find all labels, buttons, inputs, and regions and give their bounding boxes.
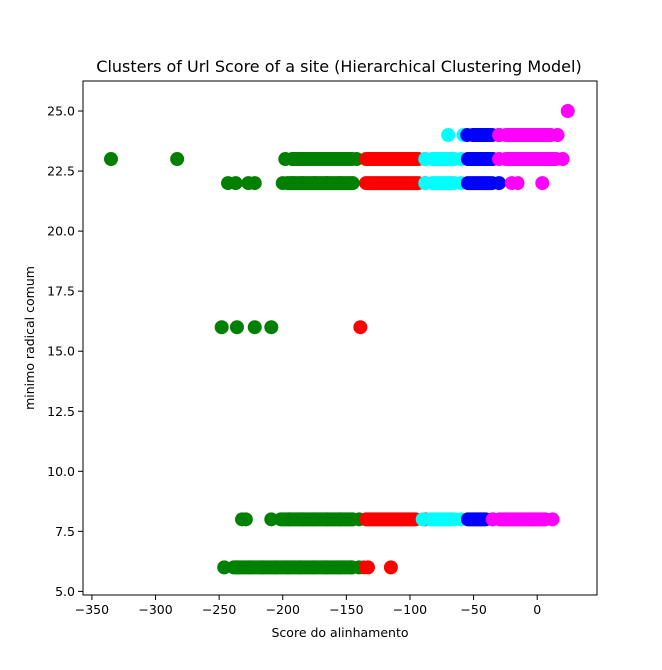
x-tick-label: −300: [138, 602, 172, 617]
data-point-magenta: [492, 152, 507, 167]
data-marks: [103, 104, 575, 575]
data-point-blue: [460, 128, 475, 143]
data-point-green: [294, 176, 309, 191]
data-point-green: [217, 560, 232, 575]
data-point-green: [264, 320, 279, 335]
data-point-magenta: [523, 128, 538, 143]
point-band-cyan: [425, 176, 461, 191]
data-point-green: [306, 560, 321, 575]
data-point-green: [307, 176, 322, 191]
data-point-cyan: [418, 152, 433, 167]
data-point-green: [229, 560, 244, 575]
y-tick-label: 25.0: [47, 104, 75, 119]
x-tick-label: −150: [329, 602, 363, 617]
data-point-green: [247, 176, 262, 191]
chart-title: Clusters of Url Score of a site (Hierarc…: [96, 57, 581, 76]
data-point-green: [214, 320, 229, 335]
data-point-magenta: [504, 176, 519, 191]
data-point-green: [294, 512, 309, 527]
data-point-green: [313, 152, 328, 167]
data-point-magenta: [535, 176, 550, 191]
data-point-green: [278, 152, 293, 167]
y-tick-label: 22.5: [47, 164, 75, 179]
data-point-red: [353, 320, 368, 335]
data-point-green: [229, 320, 244, 335]
y-tick-label: 15.0: [47, 344, 75, 359]
data-point-green: [103, 152, 118, 167]
x-tick-label: 0: [533, 602, 541, 617]
data-point-magenta: [560, 104, 575, 119]
plot-frame: [82, 80, 598, 596]
data-point-green: [242, 560, 257, 575]
data-point-green: [228, 176, 243, 191]
series-green: [103, 152, 367, 575]
y-tick-label: 20.0: [47, 224, 75, 239]
data-point-green: [320, 176, 335, 191]
point-band-cyan: [422, 512, 461, 527]
series-magenta: [485, 104, 575, 527]
point-band-blue: [460, 512, 493, 527]
data-point-green: [298, 152, 313, 167]
data-point-green: [282, 512, 297, 527]
y-axis-title: minimo radical comum: [22, 266, 37, 410]
x-tick-label: −200: [266, 602, 300, 617]
y-tick-label: 12.5: [47, 404, 75, 419]
y-tick-label: 17.5: [47, 284, 75, 299]
data-point-magenta: [530, 152, 545, 167]
y-tick-label: 7.5: [55, 524, 75, 539]
data-point-cyan: [415, 512, 430, 527]
series-blue: [460, 128, 507, 527]
point-band-magenta: [492, 512, 553, 527]
data-point-magenta: [545, 512, 560, 527]
data-point-magenta: [555, 152, 570, 167]
x-tick-label: −100: [393, 602, 427, 617]
data-point-green: [319, 560, 334, 575]
data-point-green: [331, 560, 346, 575]
y-tick-label: 10.0: [47, 464, 75, 479]
data-point-green: [326, 152, 341, 167]
data-point-green: [170, 152, 185, 167]
data-point-green: [333, 512, 347, 527]
data-point-magenta: [485, 512, 500, 527]
data-point-blue: [492, 176, 507, 191]
data-point-red: [360, 560, 375, 575]
data-point-green: [345, 176, 360, 191]
data-point-cyan: [418, 176, 433, 191]
data-point-green: [293, 560, 308, 575]
data-point-green: [320, 512, 335, 527]
data-point-green: [247, 320, 262, 335]
data-point-green: [280, 560, 295, 575]
data-point-red: [383, 560, 398, 575]
point-band-red: [359, 176, 426, 191]
series-red: [353, 152, 433, 575]
x-axis-title: Score do alinhamento: [272, 625, 409, 640]
point-band-red: [359, 152, 426, 167]
data-point-green: [268, 560, 283, 575]
x-tick-label: −50: [460, 602, 486, 617]
x-tick-label: −250: [202, 602, 236, 617]
x-tick-label: −350: [75, 602, 109, 617]
data-point-green: [333, 176, 347, 191]
data-point-magenta: [492, 128, 507, 143]
data-point-green: [275, 176, 290, 191]
data-point-green: [264, 512, 279, 527]
point-band-blue: [465, 128, 500, 143]
data-point-green: [288, 152, 303, 167]
data-point-cyan: [441, 128, 456, 143]
x-axis: −350 −300 −250 −200 −150 −100 −50 0: [75, 595, 541, 617]
data-point-green: [238, 512, 253, 527]
data-point-magenta: [523, 512, 538, 527]
y-axis: 5.0 7.5 10.0 12.5 15.0 17.5 20.0 22.5 25.0: [47, 104, 83, 599]
data-point-green: [307, 512, 322, 527]
point-band-cyan: [425, 152, 461, 167]
y-tick-label: 5.0: [55, 584, 75, 599]
point-band-blue: [460, 176, 500, 191]
data-point-green: [255, 560, 270, 575]
series-cyan: [415, 128, 471, 527]
point-band-red: [359, 512, 423, 527]
data-point-magenta: [550, 128, 565, 143]
